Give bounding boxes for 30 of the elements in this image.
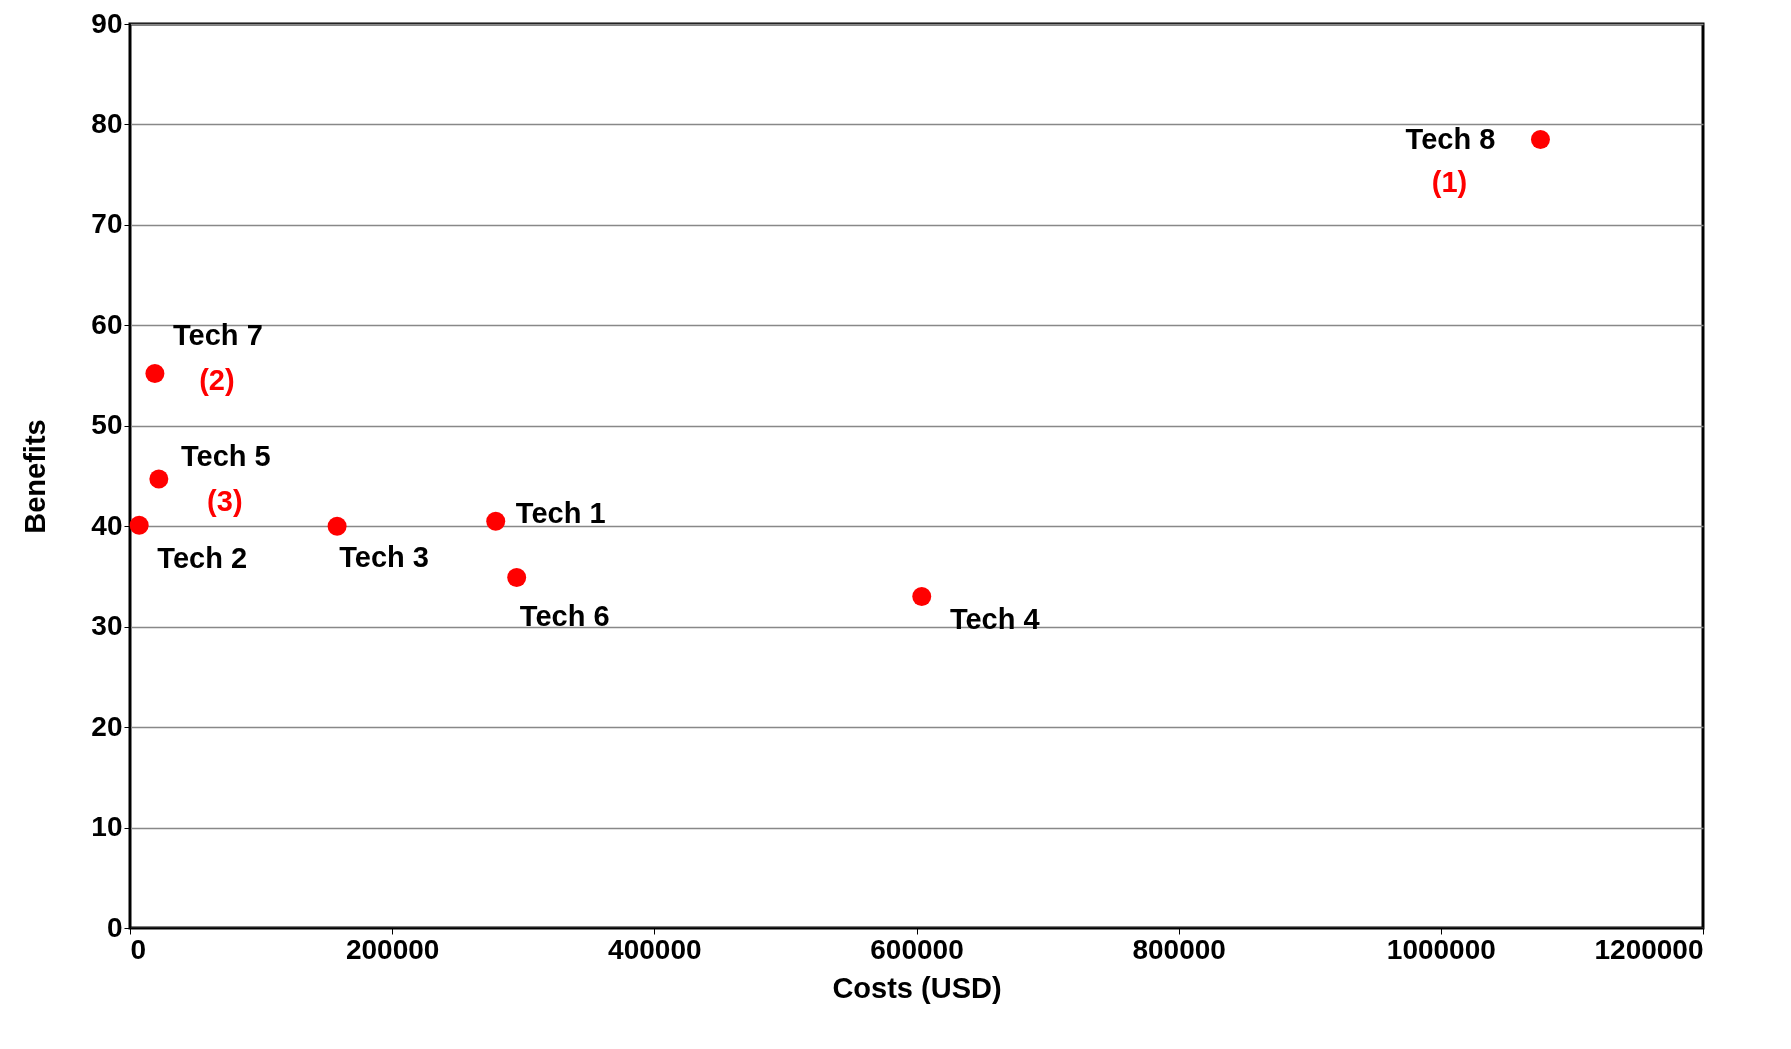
x-tick-label: 1200000: [1594, 933, 1704, 965]
y-tick-label: 40: [91, 509, 123, 541]
annotation: Tech 2: [157, 542, 248, 575]
y-axis-title: Benefits: [19, 419, 52, 534]
annotation: (3): [207, 485, 243, 518]
y-tick-label: 80: [91, 107, 123, 139]
y-tick-label: 0: [106, 911, 123, 943]
x-tick-label: 400000: [608, 933, 702, 965]
x-axis-title: Costs (USD): [832, 971, 1002, 1004]
x-tick-label: 800000: [1132, 933, 1226, 965]
annotation: Tech 6: [519, 600, 610, 633]
x-tick-label: 1000000: [1386, 933, 1496, 965]
x-tick-label: 600000: [870, 933, 964, 965]
annotation: Tech 8: [1405, 122, 1496, 155]
annotation: Tech 4: [949, 602, 1040, 635]
y-tick-label: 30: [91, 610, 123, 642]
annotation: (2): [199, 363, 235, 396]
y-tick-label: 50: [91, 409, 123, 441]
annotation: Tech 7: [173, 318, 263, 351]
annotation: Tech 1: [515, 497, 606, 530]
x-tick-label: 0: [130, 933, 147, 965]
y-tick-label: 20: [91, 710, 123, 742]
y-tick-label: 90: [91, 7, 123, 39]
annotation: Tech 3: [339, 541, 429, 574]
y-tick-label: 10: [91, 811, 123, 843]
x-tick-label: 200000: [345, 933, 440, 965]
annotation: (1): [1431, 165, 1468, 198]
y-tick-label: 60: [91, 308, 123, 340]
annotation: Tech 5: [180, 440, 271, 473]
y-tick-label: 70: [91, 208, 123, 240]
